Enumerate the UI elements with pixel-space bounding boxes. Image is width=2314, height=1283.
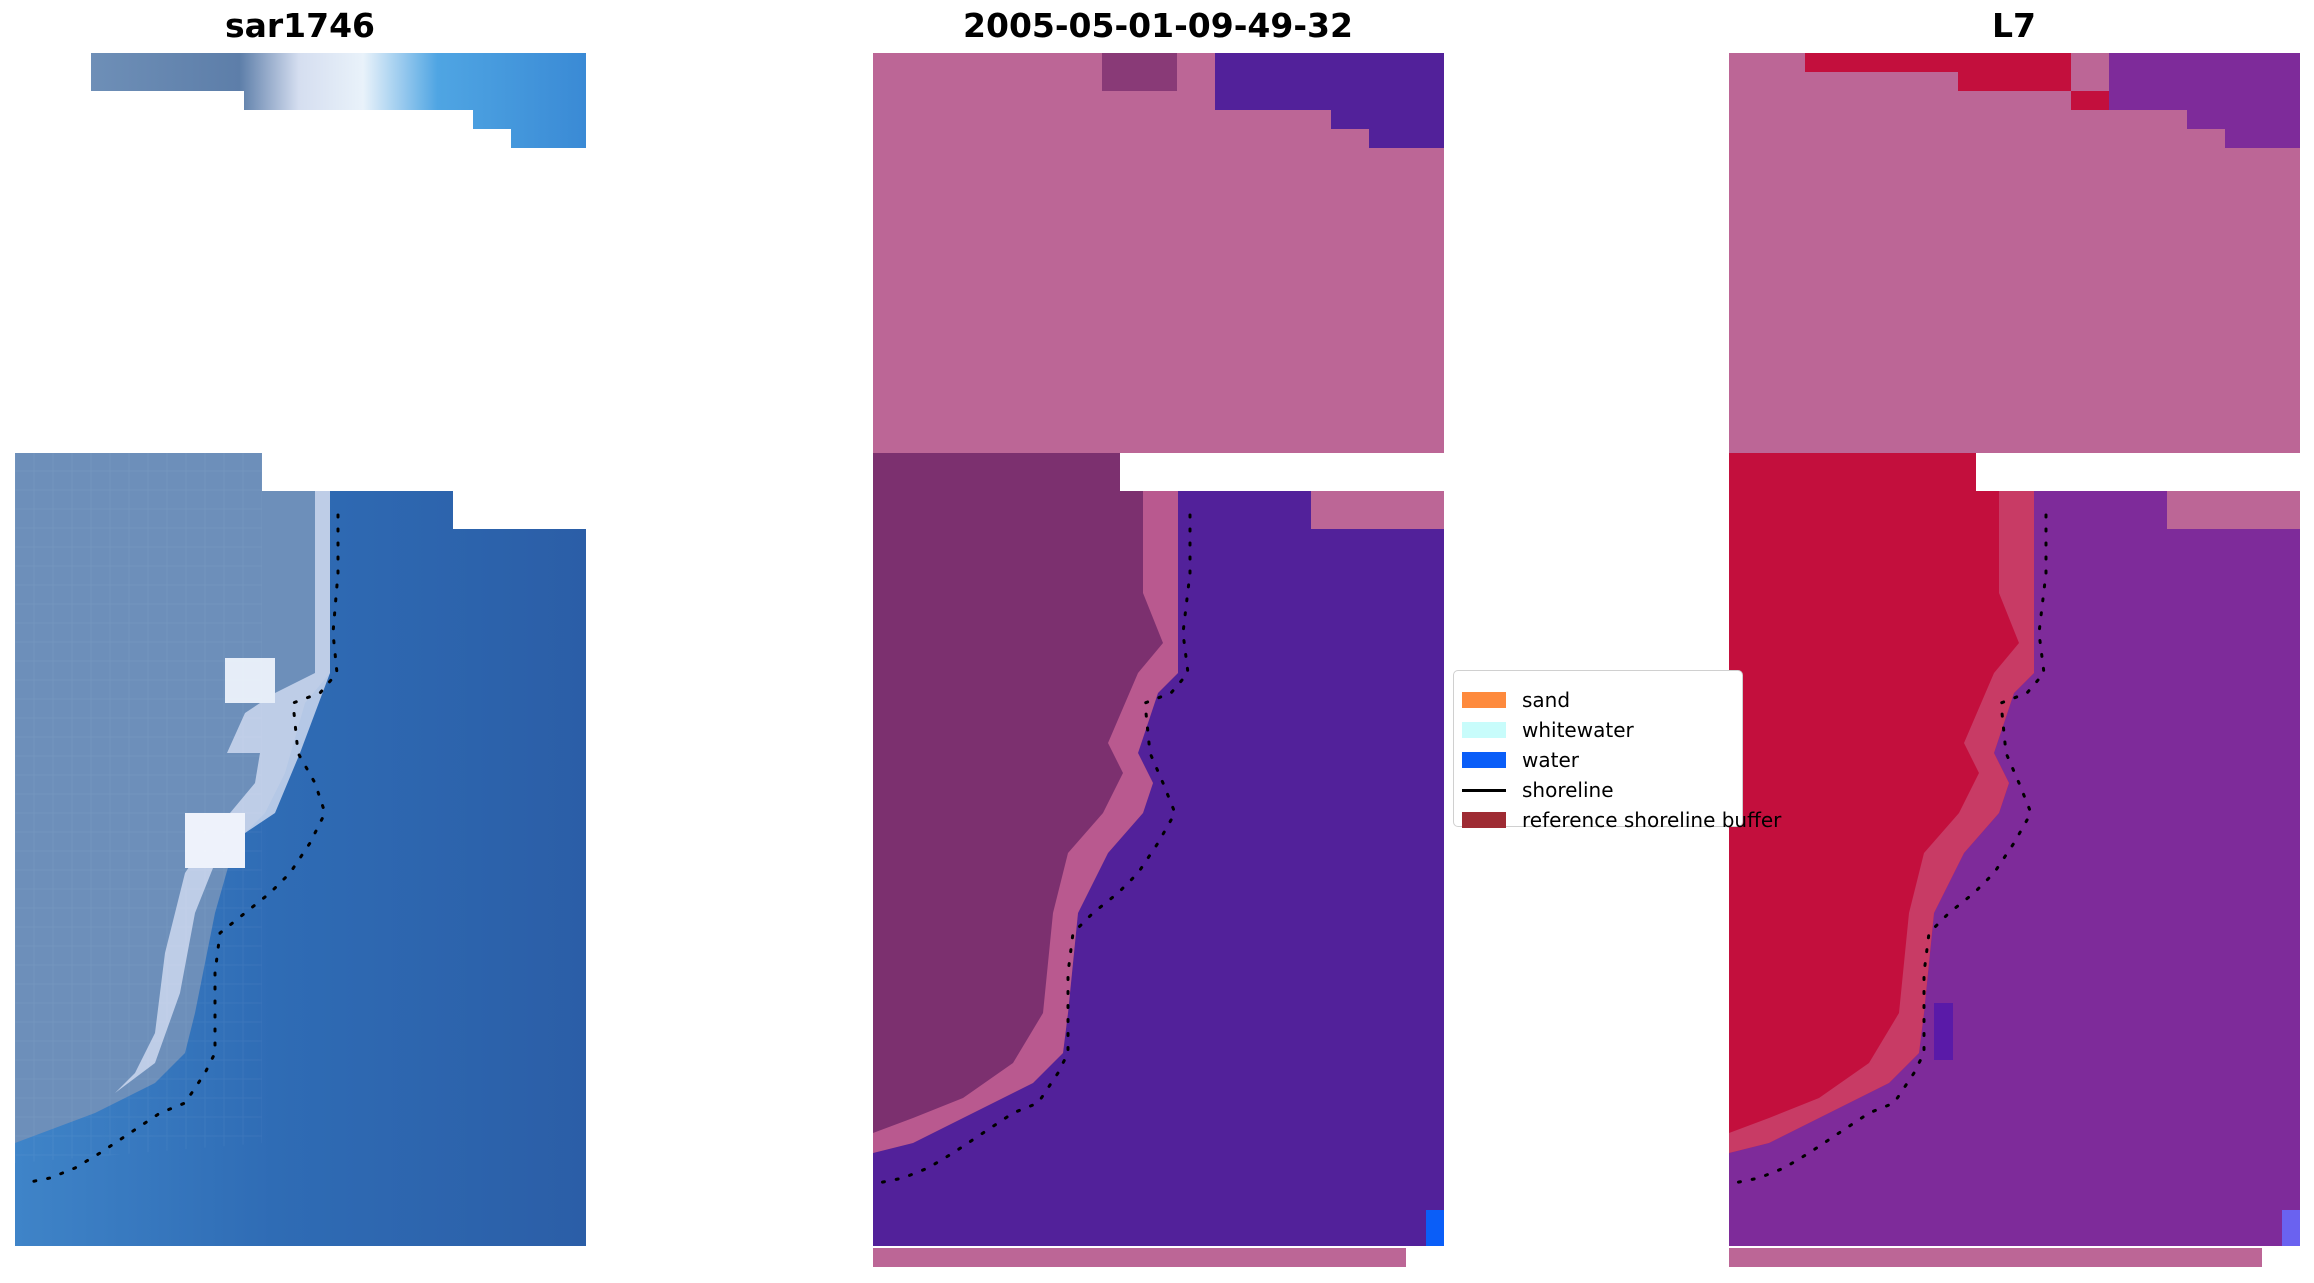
class-bottom-strip <box>873 1248 1406 1267</box>
panel-title-rgb: sar1746 <box>224 6 376 45</box>
index-bottom-strip <box>1729 1248 2262 1267</box>
buffer-swatch-icon <box>1462 812 1506 828</box>
shoreline-dots <box>23 513 340 1185</box>
legend-item-sand: sand <box>1462 688 1570 712</box>
legend-label: sand <box>1522 688 1571 712</box>
legend-item-reference-shoreline-buffer: reference shoreline buffer <box>1462 808 1781 832</box>
class-land-area <box>873 453 1178 1153</box>
legend-label: whitewater <box>1522 718 1634 742</box>
index-top-land <box>1729 53 2300 453</box>
sand-swatch-icon <box>1462 692 1506 708</box>
rgb-top-strip <box>91 53 586 148</box>
index-land-area <box>1729 453 2034 1153</box>
index-land-rim <box>1729 491 2034 1153</box>
water-swatch-icon <box>1462 752 1506 768</box>
legend-item-shoreline: shoreline <box>1462 778 1614 802</box>
panel-title-index: L7 <box>1992 6 2036 45</box>
shoreline-dots <box>1732 513 2048 1185</box>
shoreline-line-icon <box>1462 788 1506 792</box>
legend-item-water: water <box>1462 748 1579 772</box>
classified-image <box>873 53 1444 1267</box>
class-water-patch <box>1426 1210 1444 1246</box>
whitewater-swatch-icon <box>1462 722 1506 738</box>
legend-label: water <box>1522 748 1579 772</box>
class-top-land <box>873 53 1444 453</box>
legend: sand whitewater water shoreline referenc… <box>1453 670 1781 832</box>
index-water-patch <box>2282 1210 2300 1246</box>
legend-label: shoreline <box>1522 778 1614 802</box>
panel-title-classified: 2005-05-01-09-49-32 <box>963 6 1353 45</box>
index-image <box>1729 53 2300 1267</box>
class-land-rim <box>873 491 1178 1153</box>
legend-item-whitewater: whitewater <box>1462 718 1634 742</box>
shoreline-dots <box>876 513 1192 1185</box>
legend-label: reference shoreline buffer <box>1522 808 1782 832</box>
class-top-water <box>1215 53 1444 148</box>
satellite-rgb-image <box>15 53 586 1246</box>
